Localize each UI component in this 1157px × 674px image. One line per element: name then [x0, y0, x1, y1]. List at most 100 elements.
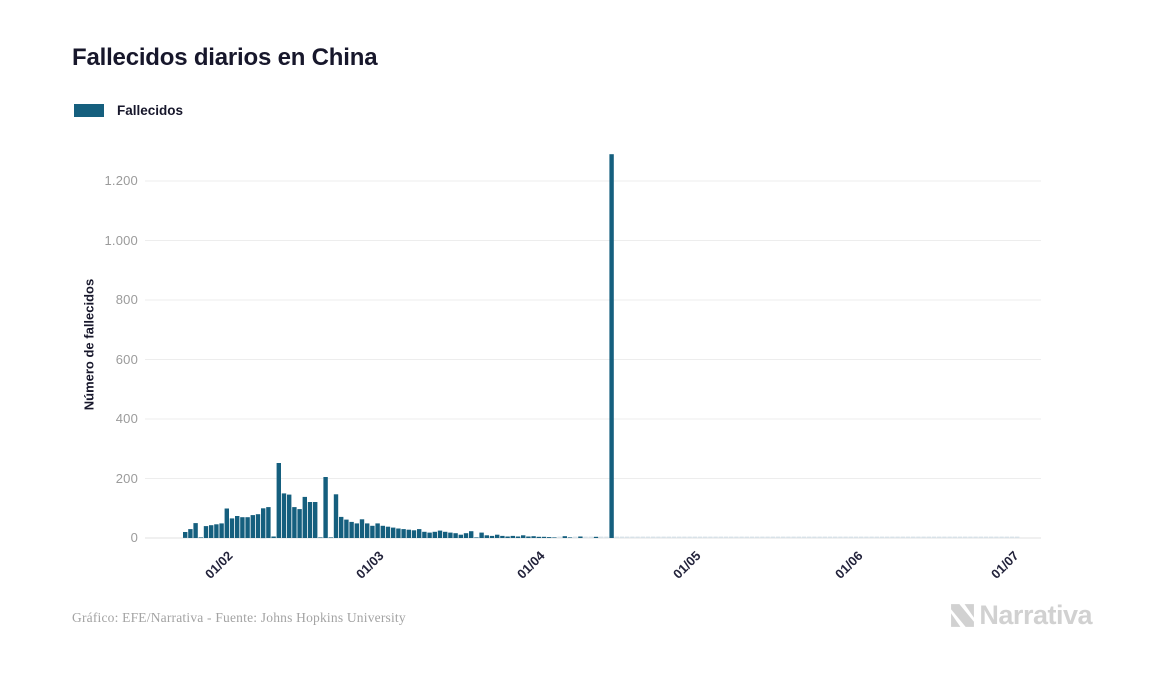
bar[interactable]	[354, 523, 359, 538]
bar[interactable]	[448, 532, 453, 538]
bar[interactable]	[235, 516, 240, 538]
bar[interactable]	[552, 537, 557, 538]
bar[interactable]	[193, 523, 198, 538]
bar[interactable]	[229, 518, 235, 538]
bar[interactable]	[250, 515, 255, 538]
bar[interactable]	[427, 532, 432, 538]
bar[interactable]	[245, 517, 250, 538]
bar[interactable]	[198, 537, 203, 538]
bar[interactable]	[318, 537, 323, 538]
bar-zero	[687, 536, 692, 539]
bar[interactable]	[495, 534, 500, 538]
bar[interactable]	[521, 535, 526, 538]
bar[interactable]	[307, 502, 313, 538]
bar[interactable]	[562, 536, 567, 538]
bar[interactable]	[484, 535, 489, 538]
bar[interactable]	[500, 535, 505, 538]
bar-zero	[833, 536, 838, 539]
bar[interactable]	[432, 531, 437, 538]
bar[interactable]	[458, 534, 463, 538]
bar[interactable]	[349, 521, 354, 538]
bar[interactable]	[333, 494, 339, 538]
bar-zero	[718, 536, 723, 539]
bar[interactable]	[359, 519, 365, 538]
bar-zero	[1004, 536, 1009, 539]
bar[interactable]	[396, 528, 401, 539]
bar[interactable]	[406, 529, 411, 538]
bar[interactable]	[391, 527, 396, 538]
bar[interactable]	[417, 529, 422, 538]
bar-zero	[983, 536, 989, 539]
bar[interactable]	[593, 536, 599, 538]
bar-zero	[801, 536, 807, 539]
bar[interactable]	[328, 537, 333, 538]
bar[interactable]	[515, 536, 521, 539]
bar-zero	[952, 536, 957, 539]
bar[interactable]	[380, 525, 385, 538]
bar[interactable]	[370, 525, 375, 538]
bar[interactable]	[240, 517, 245, 538]
bar[interactable]	[365, 523, 370, 538]
legend-swatch-icon	[74, 104, 104, 117]
bar[interactable]	[287, 494, 292, 538]
bar[interactable]	[219, 523, 224, 538]
bar[interactable]	[489, 535, 495, 538]
bar-zero	[905, 536, 911, 539]
bar[interactable]	[526, 536, 531, 539]
bar[interactable]	[437, 530, 443, 538]
bar-zero	[671, 536, 677, 539]
bar[interactable]	[479, 532, 484, 538]
bar[interactable]	[401, 529, 406, 538]
bar[interactable]	[411, 530, 417, 538]
bar-zero	[786, 536, 791, 539]
bar[interactable]	[271, 536, 276, 539]
bar[interactable]	[453, 533, 458, 538]
legend-label: Fallecidos	[117, 103, 184, 118]
bar[interactable]	[313, 502, 318, 538]
bar-zero	[630, 536, 635, 539]
bar[interactable]	[224, 508, 229, 539]
bar[interactable]	[297, 509, 302, 538]
bar[interactable]	[375, 523, 380, 538]
bar[interactable]	[292, 507, 297, 538]
bar[interactable]	[209, 525, 214, 538]
bar[interactable]	[609, 154, 614, 538]
bar-zero	[791, 536, 796, 539]
bar[interactable]	[536, 536, 541, 538]
bar[interactable]	[469, 531, 474, 538]
bar[interactable]	[463, 533, 469, 538]
bar-zero	[874, 536, 879, 539]
bar[interactable]	[266, 507, 271, 538]
bar[interactable]	[531, 536, 536, 538]
bar[interactable]	[344, 519, 349, 538]
bar[interactable]	[214, 524, 219, 538]
y-tick-label: 200	[115, 470, 138, 486]
bar[interactable]	[422, 531, 427, 538]
bar[interactable]	[183, 532, 188, 538]
bar-zero	[625, 536, 630, 539]
bar[interactable]	[385, 526, 391, 538]
bar-zero	[703, 536, 708, 539]
bar[interactable]	[261, 508, 266, 539]
bar[interactable]	[547, 537, 552, 538]
bar-zero	[895, 536, 900, 539]
bar[interactable]	[276, 463, 281, 538]
bar[interactable]	[567, 537, 573, 538]
bar[interactable]	[203, 526, 209, 538]
bar-zero	[973, 536, 978, 539]
legend[interactable]: Fallecidos	[74, 103, 183, 118]
bar[interactable]	[302, 496, 307, 538]
bar[interactable]	[339, 516, 344, 538]
bar-zero	[677, 536, 682, 539]
bar[interactable]	[474, 537, 479, 538]
bar[interactable]	[281, 493, 287, 538]
bar[interactable]	[505, 536, 510, 539]
bar[interactable]	[443, 531, 448, 538]
bar[interactable]	[541, 536, 547, 538]
bar[interactable]	[510, 535, 515, 538]
bar[interactable]	[323, 477, 328, 538]
bar[interactable]	[255, 514, 261, 538]
bar[interactable]	[188, 529, 193, 538]
bar[interactable]	[578, 536, 583, 539]
